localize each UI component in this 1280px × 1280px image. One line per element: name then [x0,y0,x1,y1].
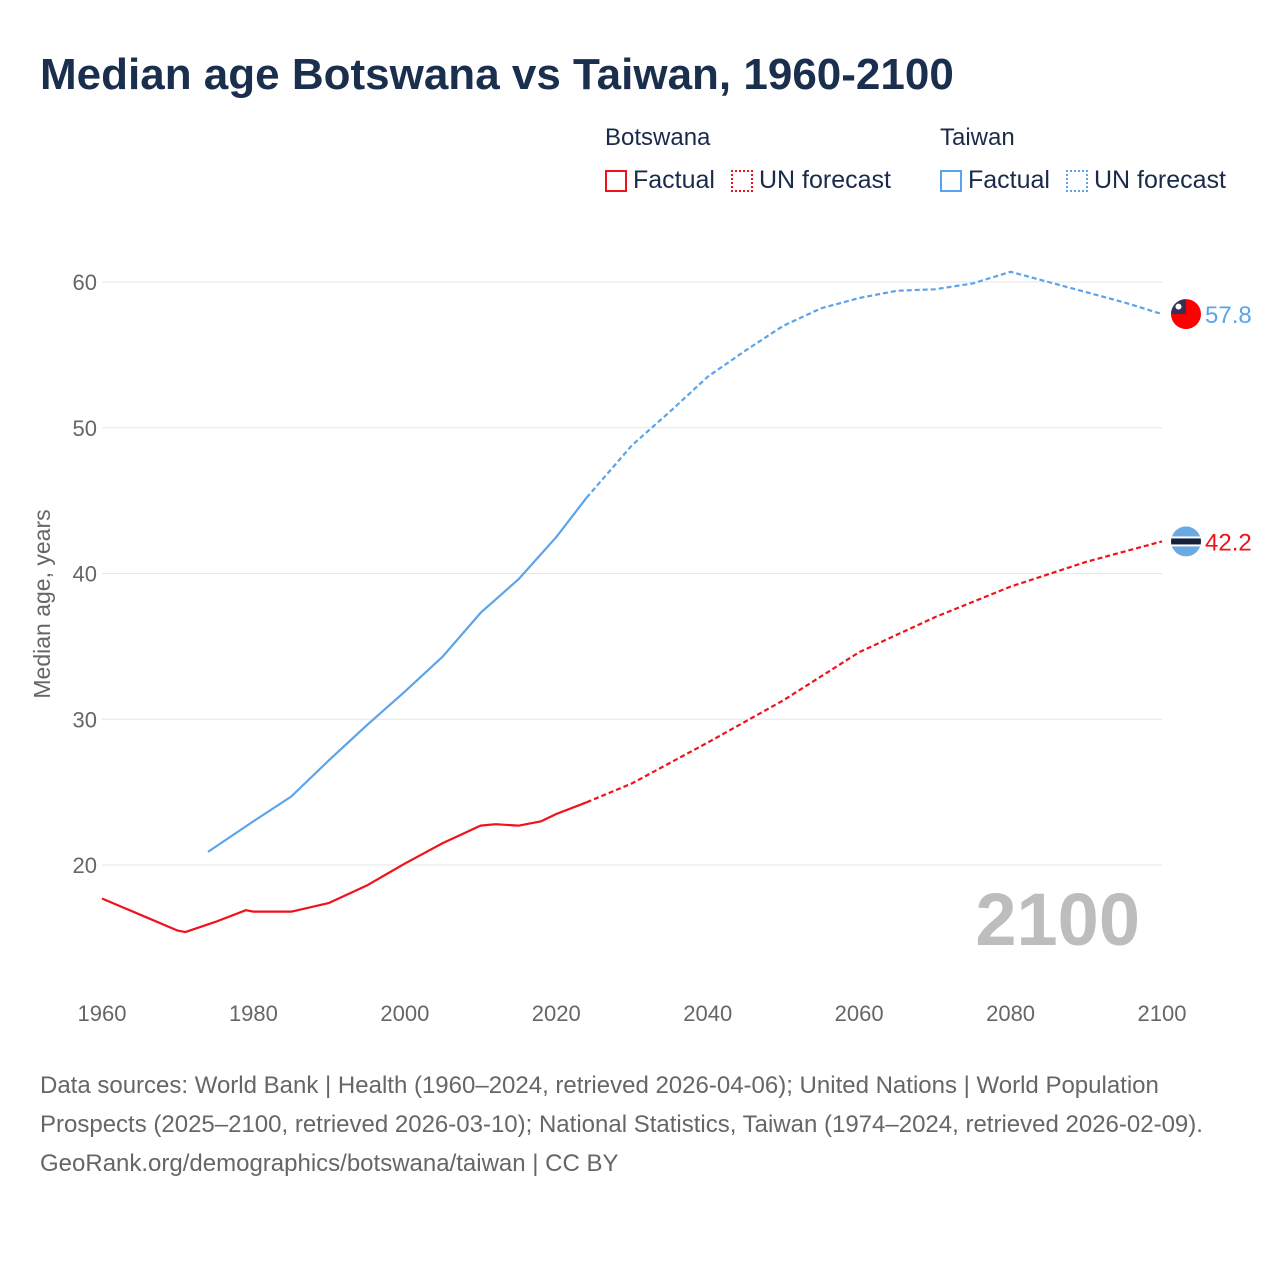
legend-label: UN forecast [1093,166,1226,194]
footer: Data sources: World Bank | Health (1960–… [40,1066,1240,1183]
y-axis-label: Median age, years [29,509,55,698]
legend-taiwan: Taiwan Factual UN forecast [940,124,1226,195]
x-tick-label: 2000 [380,1001,429,1026]
y-tick-label: 40 [73,562,97,587]
taiwan-factual-line [207,497,588,853]
legend-item-botswana-factual[interactable]: Factual [605,166,715,195]
x-tick-label: 2100 [1138,1001,1187,1026]
x-tick-label: 2080 [986,1001,1035,1026]
legend-label: Factual [633,166,715,194]
botswana-factual-line [101,801,587,934]
y-tick-label: 30 [73,707,97,732]
year-watermark: 2100 [975,878,1140,961]
x-tick-label: 2040 [683,1001,732,1026]
legend-swatch-dotted [1065,169,1088,192]
chart-title: Median age Botswana vs Taiwan, 1960-2100 [40,50,954,99]
taiwan-end-label: 57.8 [1205,302,1252,329]
flag [1171,526,1201,557]
y-tick-label: 20 [73,853,97,878]
x-tick-label: 1980 [229,1001,278,1026]
botswana-flag-icon [1171,526,1201,557]
line-chart: 20 30 40 50 60 1960 1980 2000 2020 2040 2060 2080 21… [29,270,1252,1026]
credit-link[interactable]: GeoRank.org/demographics/botswana/taiwan… [40,1150,619,1177]
botswana-forecast-line [586,540,1163,804]
botswana-end-label: 42.2 [1205,529,1252,556]
y-tick-label: 50 [73,416,97,441]
x-tick-label: 2060 [835,1001,884,1026]
flag [1171,299,1201,330]
legend-item-taiwan-forecast[interactable]: UN forecast [1065,166,1226,195]
legend-item-botswana-forecast[interactable]: UN forecast [730,166,891,195]
taiwan-flag-icon [1171,299,1201,330]
taiwan-forecast-line [585,270,1163,499]
legend-group-name: Taiwan [940,124,1015,151]
y-tick-label: 60 [73,270,97,295]
legend-swatch-solid [605,169,627,192]
legend-label: UN forecast [758,166,891,194]
legend-label: Factual [968,166,1050,194]
legend-swatch-dotted [730,169,753,192]
x-tick-label: 1960 [78,1001,127,1026]
legend-botswana: Botswana Factual UN forecast [605,124,891,195]
legend-item-taiwan-factual[interactable]: Factual [940,166,1050,195]
x-tick-label: 2020 [532,1001,581,1026]
data-sources: Data sources: World Bank | Health (1960–… [40,1072,1203,1138]
legend-swatch-solid [940,169,962,192]
legend-group-name: Botswana [605,124,711,151]
flag-black-band [1171,538,1201,545]
flag-sun [1175,303,1182,310]
